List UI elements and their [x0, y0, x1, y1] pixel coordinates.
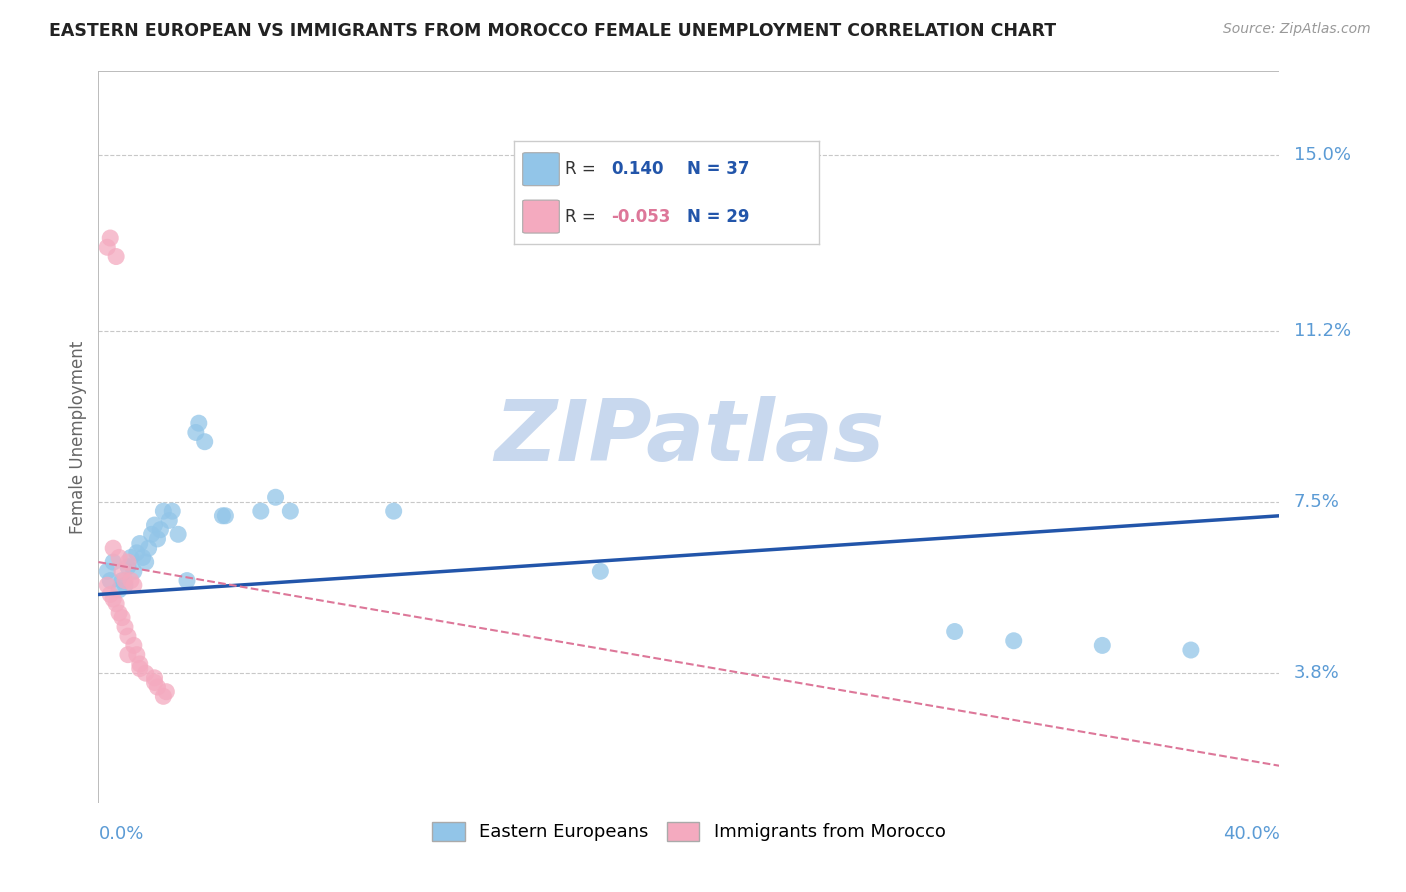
- Point: [98, 587, 121, 601]
- Point: [162, 504, 183, 518]
- Point: [214, 508, 236, 523]
- Point: [128, 536, 150, 550]
- Point: [138, 541, 160, 556]
- Legend: Eastern Europeans, Immigrants from Morocco: Eastern Europeans, Immigrants from Moroc…: [425, 814, 953, 848]
- Point: [111, 574, 134, 588]
- Point: [264, 490, 287, 504]
- Point: [132, 550, 155, 565]
- Text: ZIPatlas: ZIPatlas: [494, 395, 884, 479]
- Point: [146, 532, 169, 546]
- Text: 0.140: 0.140: [612, 161, 664, 178]
- Point: [211, 508, 233, 523]
- Point: [128, 661, 150, 675]
- Text: 3.8%: 3.8%: [1294, 665, 1340, 682]
- Point: [589, 565, 612, 579]
- Point: [152, 690, 174, 704]
- Point: [98, 231, 121, 245]
- Point: [943, 624, 966, 639]
- Point: [143, 518, 166, 533]
- Point: [149, 523, 172, 537]
- Point: [176, 574, 198, 588]
- FancyBboxPatch shape: [523, 200, 560, 233]
- Point: [117, 559, 139, 574]
- Point: [108, 582, 131, 597]
- Point: [167, 527, 190, 541]
- Point: [96, 578, 118, 592]
- Point: [117, 629, 139, 643]
- Point: [117, 648, 139, 662]
- Point: [114, 620, 136, 634]
- Point: [96, 565, 118, 579]
- Text: R =: R =: [565, 208, 602, 226]
- Point: [114, 578, 136, 592]
- Point: [98, 574, 121, 588]
- Text: 11.2%: 11.2%: [1294, 322, 1351, 340]
- Point: [128, 657, 150, 671]
- Text: EASTERN EUROPEAN VS IMMIGRANTS FROM MOROCCO FEMALE UNEMPLOYMENT CORRELATION CHAR: EASTERN EUROPEAN VS IMMIGRANTS FROM MORO…: [49, 22, 1056, 40]
- Point: [143, 671, 166, 685]
- Point: [111, 610, 134, 624]
- FancyBboxPatch shape: [523, 153, 560, 186]
- Text: 7.5%: 7.5%: [1294, 493, 1340, 511]
- Point: [157, 513, 180, 527]
- Point: [194, 434, 217, 449]
- Point: [103, 541, 125, 556]
- Point: [105, 250, 128, 264]
- Point: [125, 546, 148, 560]
- Point: [103, 592, 125, 607]
- Point: [152, 504, 174, 518]
- Point: [135, 555, 157, 569]
- Point: [146, 680, 169, 694]
- Y-axis label: Female Unemployment: Female Unemployment: [69, 341, 87, 533]
- Text: N = 37: N = 37: [688, 161, 749, 178]
- Text: R =: R =: [565, 161, 602, 178]
- Point: [1180, 643, 1202, 657]
- Point: [108, 550, 131, 565]
- Point: [117, 555, 139, 569]
- Point: [155, 684, 177, 698]
- Text: 0.0%: 0.0%: [98, 825, 143, 843]
- Text: 15.0%: 15.0%: [1294, 145, 1351, 164]
- Point: [382, 504, 405, 518]
- Text: 40.0%: 40.0%: [1223, 825, 1279, 843]
- Text: Source: ZipAtlas.com: Source: ZipAtlas.com: [1223, 22, 1371, 37]
- Point: [96, 240, 118, 254]
- Point: [105, 597, 128, 611]
- Point: [120, 550, 142, 565]
- Point: [125, 648, 148, 662]
- Point: [114, 574, 136, 588]
- Point: [187, 416, 209, 430]
- Point: [103, 555, 125, 569]
- Point: [143, 675, 166, 690]
- Point: [122, 578, 145, 592]
- Point: [250, 504, 273, 518]
- Point: [141, 527, 163, 541]
- Point: [122, 565, 145, 579]
- Point: [1091, 639, 1114, 653]
- Text: N = 29: N = 29: [688, 208, 749, 226]
- Text: -0.053: -0.053: [612, 208, 671, 226]
- Point: [1002, 633, 1025, 648]
- Point: [111, 565, 134, 579]
- Point: [122, 639, 145, 653]
- Point: [108, 606, 131, 620]
- Point: [280, 504, 302, 518]
- Point: [120, 574, 142, 588]
- Point: [184, 425, 207, 440]
- Point: [135, 666, 157, 681]
